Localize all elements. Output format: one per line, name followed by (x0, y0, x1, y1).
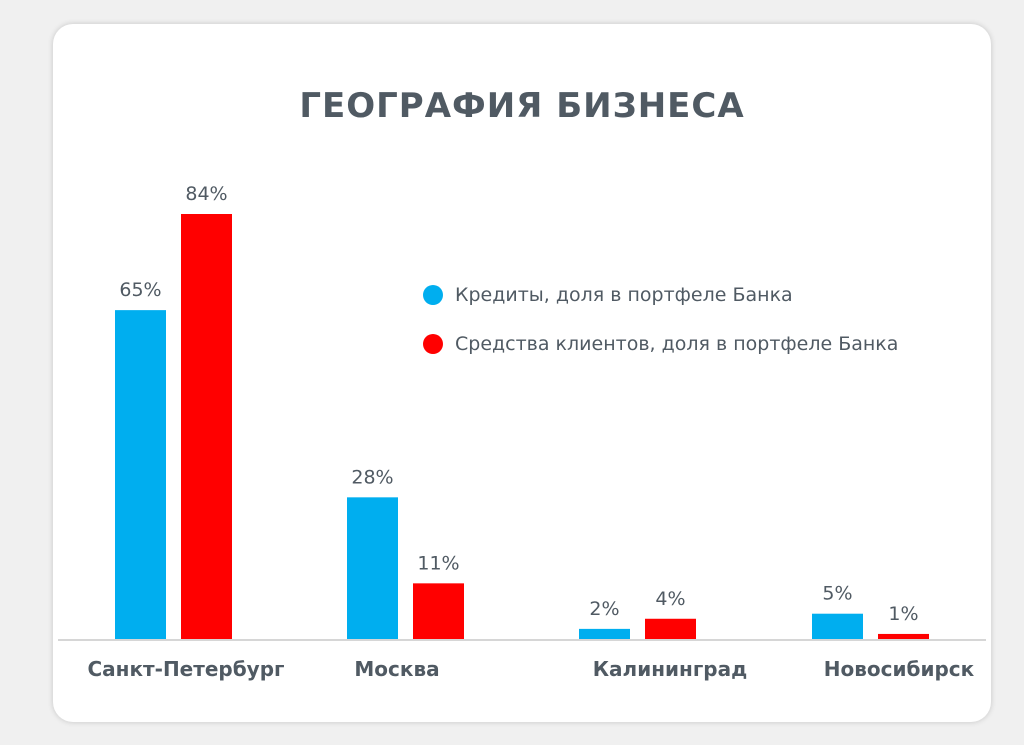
bar-chart: 65% 84% Санкт-Петербург 28% 11% Москва 2% 4% Кал… (58, 183, 986, 681)
bar-credits-0 (115, 310, 166, 639)
bar-credits-1 (347, 497, 398, 639)
category-label-3: Новосибирск (824, 657, 975, 681)
legend-item-credits: Кредиты, доля в портфеле Банка (423, 282, 898, 307)
data-label-deposits-3: 1% (888, 603, 918, 625)
legend-label-credits: Кредиты, доля в портфеле Банка (455, 283, 793, 306)
data-label-deposits-0: 84% (185, 183, 227, 205)
data-label-credits-1: 28% (351, 466, 393, 488)
legend-swatch-deposits (423, 333, 443, 354)
legend-swatch-credits (423, 284, 443, 305)
category-label-0: Санкт-Петербург (87, 657, 284, 681)
data-label-credits-3: 5% (822, 583, 852, 605)
data-label-credits-0: 65% (119, 279, 161, 301)
data-label-deposits-1: 11% (417, 552, 459, 574)
data-label-credits-2: 2% (589, 598, 619, 620)
data-label-deposits-2: 4% (655, 588, 685, 610)
chart-legend: Кредиты, доля в портфеле Банка Средства … (423, 282, 898, 380)
category-label-1: Москва (354, 657, 439, 681)
bar-deposits-2 (645, 618, 696, 639)
chart-title: ГЕОГРАФИЯ БИЗНЕСА (299, 86, 745, 126)
bar-deposits-0 (181, 214, 232, 639)
bar-credits-3 (812, 613, 863, 639)
bar-deposits-3 (878, 633, 929, 639)
chart-card: ГЕОГРАФИЯ БИЗНЕСА 65% 84% Санкт-Петербург 2… (53, 24, 991, 722)
legend-item-deposits: Средства клиентов, доля в портфеле Банка (423, 331, 898, 356)
category-label-2: Калининград (593, 657, 748, 681)
bar-deposits-1 (413, 583, 464, 639)
bar-credits-2 (579, 628, 630, 639)
legend-label-deposits: Средства клиентов, доля в портфеле Банка (455, 332, 899, 355)
